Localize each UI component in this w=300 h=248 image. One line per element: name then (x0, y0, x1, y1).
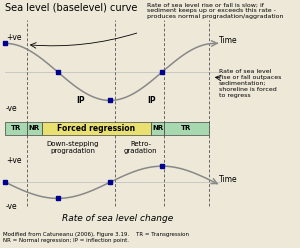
Text: Modified from Catuneanu (2006), Figure 3.19.    TR = Transgression
NR = Normal r: Modified from Catuneanu (2006), Figure 3… (3, 232, 189, 243)
Text: NR: NR (28, 125, 40, 131)
Text: TR: TR (11, 125, 21, 131)
Text: Sea level (baselevel) curve: Sea level (baselevel) curve (5, 2, 138, 12)
Text: IP: IP (147, 96, 156, 105)
Text: -ve: -ve (6, 202, 17, 211)
Text: Down-stepping
progradation: Down-stepping progradation (46, 141, 99, 154)
Bar (42, 122, 152, 135)
Text: Rate of sea level rise or fall is slow; if
sediment keeps up or exceeds this rat: Rate of sea level rise or fall is slow; … (148, 2, 284, 19)
Text: Retro-
gradation: Retro- gradation (124, 141, 158, 154)
Bar (5, 122, 27, 135)
Text: Rate of sea level
rise or fall outpaces
sedimentation;
shoreline is forced
to re: Rate of sea level rise or fall outpaces … (218, 69, 281, 98)
Text: NR: NR (152, 125, 163, 131)
Bar (164, 122, 209, 135)
Text: +ve: +ve (6, 33, 21, 42)
Text: +ve: +ve (6, 156, 21, 165)
Text: IP: IP (76, 96, 85, 105)
Text: Rate of sea level change: Rate of sea level change (62, 214, 174, 223)
Text: Time: Time (218, 36, 237, 45)
Text: Time: Time (218, 175, 237, 184)
Text: Forced regression: Forced regression (58, 124, 136, 133)
Bar (152, 122, 164, 135)
Bar (27, 122, 42, 135)
Text: -ve: -ve (6, 104, 17, 113)
Text: TR: TR (181, 125, 191, 131)
